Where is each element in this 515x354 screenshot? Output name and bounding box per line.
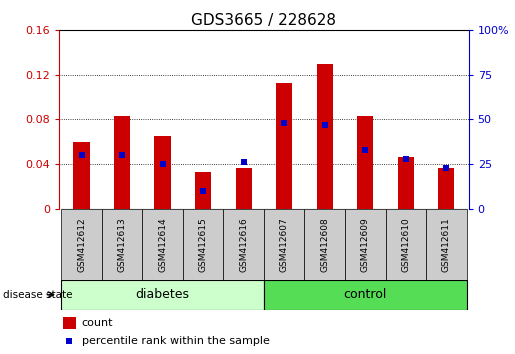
Text: GSM412607: GSM412607 bbox=[280, 217, 289, 272]
Bar bbox=[304, 209, 345, 280]
Bar bbox=[276, 82, 293, 209]
Bar bbox=[63, 317, 76, 329]
Bar bbox=[264, 280, 467, 310]
Text: GSM412613: GSM412613 bbox=[117, 217, 127, 272]
Point bbox=[361, 147, 369, 153]
Text: GSM412616: GSM412616 bbox=[239, 217, 248, 272]
Text: count: count bbox=[82, 318, 113, 328]
Bar bbox=[61, 209, 102, 280]
Point bbox=[159, 161, 167, 167]
Point bbox=[199, 188, 207, 194]
Bar bbox=[317, 64, 333, 209]
Bar bbox=[102, 209, 142, 280]
Bar bbox=[264, 209, 304, 280]
Point bbox=[239, 160, 248, 165]
Bar bbox=[224, 209, 264, 280]
Text: GSM412610: GSM412610 bbox=[401, 217, 410, 272]
Point bbox=[402, 156, 410, 162]
Bar bbox=[183, 209, 224, 280]
Bar bbox=[114, 116, 130, 209]
Text: GSM412611: GSM412611 bbox=[442, 217, 451, 272]
Bar bbox=[386, 209, 426, 280]
Text: GSM412615: GSM412615 bbox=[199, 217, 208, 272]
Text: percentile rank within the sample: percentile rank within the sample bbox=[82, 336, 270, 346]
Bar bbox=[398, 158, 414, 209]
Bar bbox=[235, 167, 252, 209]
Bar bbox=[61, 280, 264, 310]
Point bbox=[353, 257, 361, 263]
Text: GSM412612: GSM412612 bbox=[77, 217, 86, 272]
Bar bbox=[142, 209, 183, 280]
Bar bbox=[154, 136, 170, 209]
Text: diabetes: diabetes bbox=[135, 288, 190, 301]
Title: GDS3665 / 228628: GDS3665 / 228628 bbox=[192, 12, 336, 28]
Bar bbox=[357, 116, 373, 209]
Text: GSM412609: GSM412609 bbox=[361, 217, 370, 272]
Point bbox=[442, 165, 451, 171]
Point bbox=[77, 152, 85, 158]
Point bbox=[118, 152, 126, 158]
Text: disease state: disease state bbox=[3, 290, 72, 300]
Point bbox=[280, 120, 288, 126]
Point bbox=[321, 122, 329, 128]
Text: control: control bbox=[344, 288, 387, 301]
Bar bbox=[426, 209, 467, 280]
Bar bbox=[195, 172, 211, 209]
Text: GSM412608: GSM412608 bbox=[320, 217, 329, 272]
Bar bbox=[345, 209, 386, 280]
Text: GSM412614: GSM412614 bbox=[158, 217, 167, 272]
Bar bbox=[438, 167, 454, 209]
Bar bbox=[74, 142, 90, 209]
